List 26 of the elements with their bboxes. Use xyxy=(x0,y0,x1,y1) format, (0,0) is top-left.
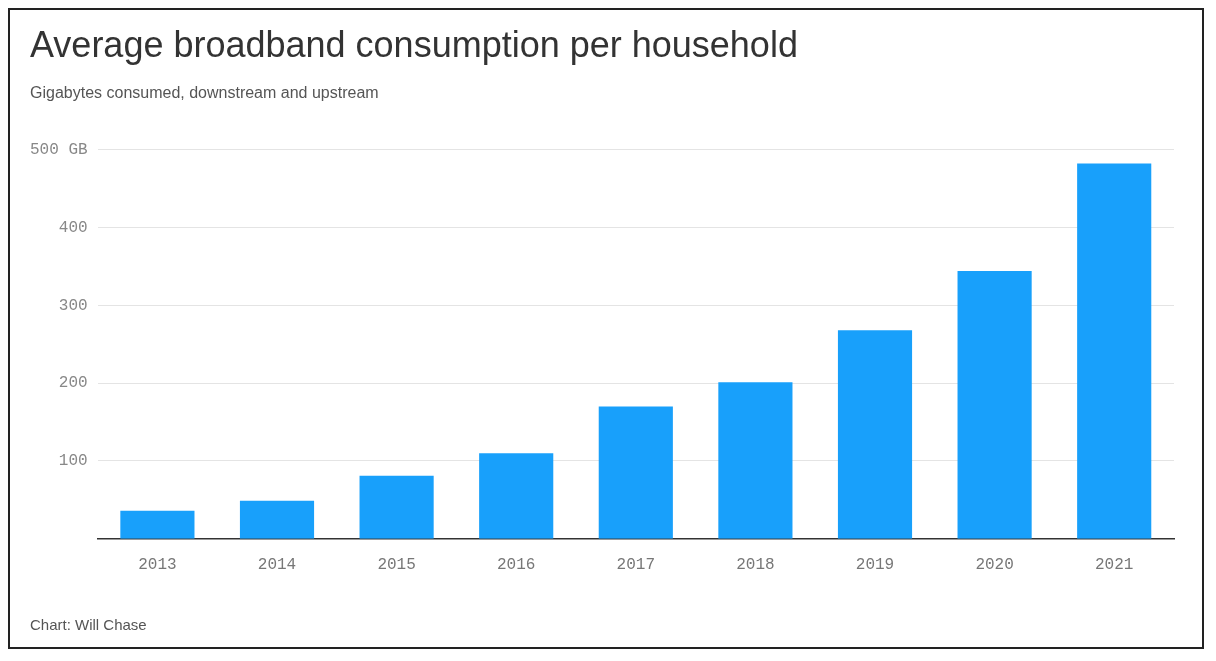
x-tick-label: 2019 xyxy=(855,555,895,574)
y-tick-label: 200 xyxy=(58,374,88,393)
y-tick-label: 300 xyxy=(58,296,88,315)
x-tick-label: 2013 xyxy=(138,555,177,574)
chart-title: Average broadband consumption per household xyxy=(30,24,798,66)
bar xyxy=(598,406,673,539)
chart-subtitle: Gigabytes consumed, downstream and upstream xyxy=(30,84,379,102)
bar xyxy=(837,330,913,539)
bar xyxy=(359,475,434,539)
bar xyxy=(120,510,195,539)
bar xyxy=(479,453,554,539)
y-tick-label: 500 GB xyxy=(30,140,88,159)
y-tick-label: 100 xyxy=(58,452,88,471)
bar xyxy=(239,500,315,539)
bar xyxy=(718,382,793,539)
y-tick-label: 400 xyxy=(58,218,88,237)
x-tick-label: 2015 xyxy=(377,555,416,574)
x-tick-label: 2020 xyxy=(975,555,1014,574)
x-tick-label: 2018 xyxy=(736,555,775,574)
x-tick-label: 2017 xyxy=(616,555,656,574)
bar xyxy=(957,271,1032,539)
x-tick-label: 2014 xyxy=(257,555,297,574)
x-tick-label: 2016 xyxy=(497,555,536,574)
text: Chart: Will Chase xyxy=(30,616,147,633)
x-tick-label: 2021 xyxy=(1095,555,1134,574)
bar xyxy=(1077,163,1152,539)
